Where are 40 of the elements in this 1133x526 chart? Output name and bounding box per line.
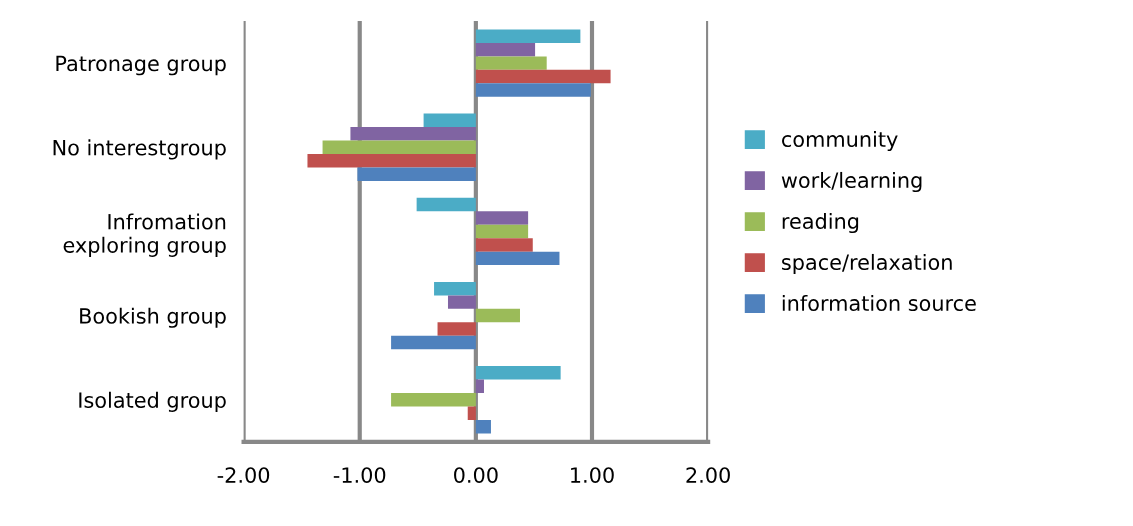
x-tick-label: 0.00: [454, 467, 498, 483]
bar: [475, 83, 591, 97]
bar: [357, 167, 476, 181]
y-tick-label: No interestgroup: [53, 139, 226, 160]
bar: [475, 419, 491, 434]
x-tick-label: 1.00: [571, 467, 614, 483]
legend-label: information source: [782, 294, 976, 312]
y-tick-label: Patronage group: [56, 55, 226, 76]
y-tick-label: Bookish group: [80, 307, 226, 328]
bar: [434, 281, 476, 296]
bar: [475, 238, 533, 252]
bar: [475, 211, 529, 225]
bar: [475, 69, 611, 84]
legend-label: work/learning: [781, 171, 922, 193]
bar: [423, 113, 476, 128]
bar: [475, 308, 520, 323]
bar: [467, 406, 476, 420]
bar: [475, 224, 529, 239]
legend-label: reading: [782, 212, 859, 234]
y-tick-label: Isolated group: [79, 391, 226, 413]
bar: [391, 393, 476, 407]
bar: [475, 379, 484, 394]
bar: [350, 127, 476, 141]
bar: [475, 29, 581, 43]
bar: [416, 197, 476, 212]
bar: [307, 154, 476, 168]
bar: [437, 322, 476, 336]
x-tick-label: 2.00: [686, 467, 730, 483]
bar: [475, 56, 547, 70]
bar: [475, 42, 536, 57]
x-tick-label: -2.00: [217, 467, 270, 483]
legend-label: space/relaxation: [782, 253, 952, 275]
bar: [475, 366, 561, 380]
y-tick-label: Infromation exploring group: [63, 213, 226, 257]
bar: [391, 335, 476, 350]
bar: [475, 251, 560, 266]
bar: [447, 295, 476, 309]
legend-label: community: [782, 130, 898, 152]
x-tick-label: -1.00: [333, 467, 386, 483]
bar: [322, 140, 476, 155]
